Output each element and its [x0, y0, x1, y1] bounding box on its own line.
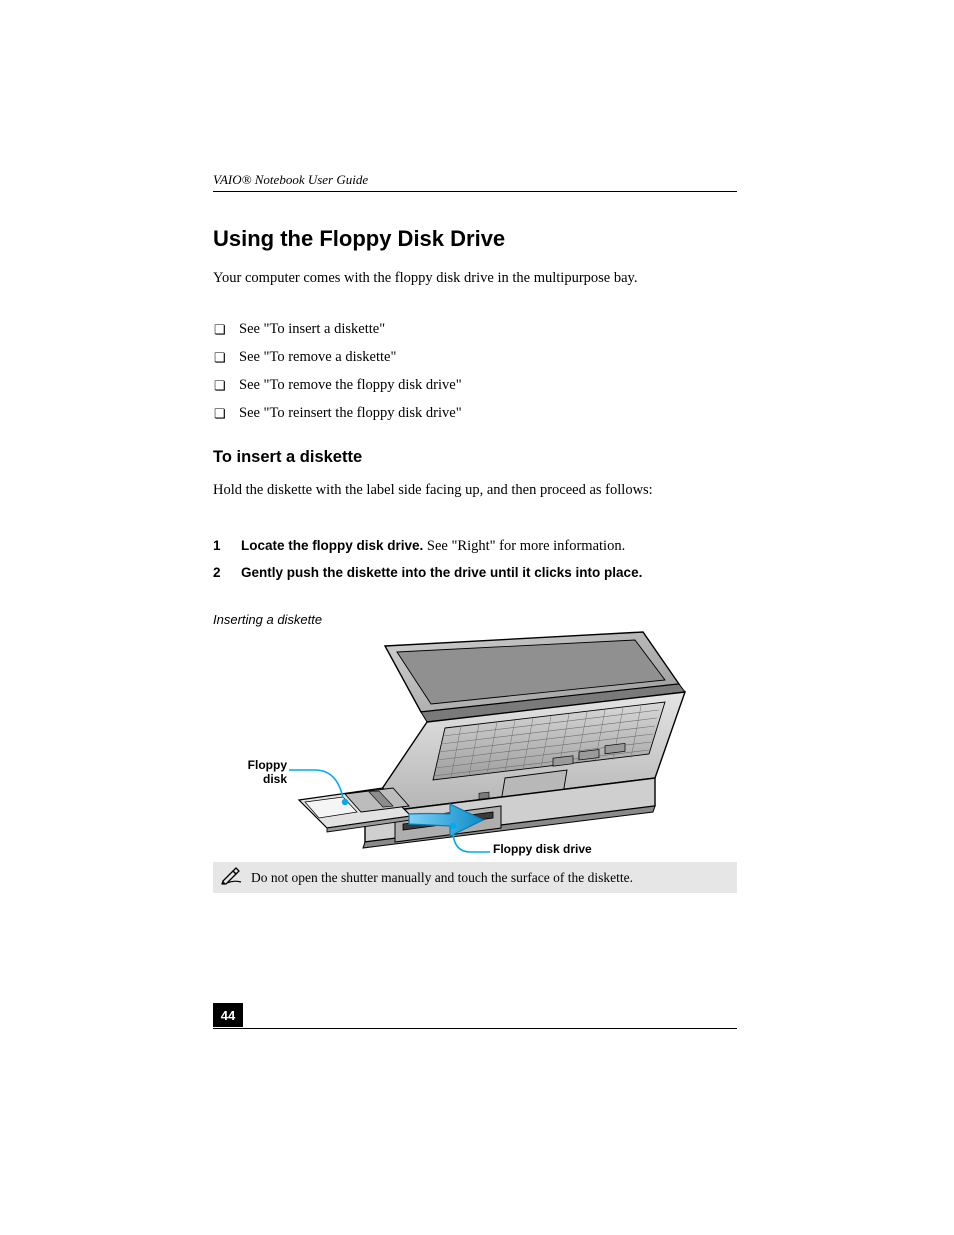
- figure-caption: Inserting a diskette: [213, 612, 322, 627]
- bullet-icon: ❏: [213, 375, 239, 396]
- section-title: Using the Floppy Disk Drive: [213, 226, 505, 252]
- subsection-title: To insert a diskette: [213, 448, 362, 467]
- bullet-text: See "To remove a diskette": [239, 347, 396, 368]
- bullet-icon: ❏: [213, 319, 239, 340]
- laptop-illustration-icon: [245, 628, 715, 856]
- pencil-note-icon: [221, 867, 243, 890]
- step-number: 1: [213, 535, 241, 556]
- step-number: 2: [213, 562, 241, 583]
- page-number-badge: 44: [213, 1003, 243, 1027]
- bullet-text: See "To insert a diskette": [239, 319, 385, 340]
- note-text: Do not open the shutter manually and tou…: [251, 870, 633, 885]
- running-head: VAIO® Notebook User Guide: [213, 172, 368, 188]
- bullet-icon: ❏: [213, 347, 239, 368]
- step-label: Locate the floppy disk drive.: [241, 538, 423, 553]
- step-item: 1 Locate the floppy disk drive. See "Rig…: [213, 535, 737, 557]
- step-item: 2 Gently push the diskette into the driv…: [213, 562, 737, 584]
- bullet-text: See "To remove the floppy disk drive": [239, 375, 462, 396]
- list-item: ❏ See "To insert a diskette": [213, 319, 737, 340]
- bullet-list: ❏ See "To insert a diskette" ❏ See "To r…: [213, 319, 737, 431]
- intro-paragraph: Your computer comes with the floppy disk…: [213, 268, 737, 289]
- list-item: ❏ See "To remove a diskette": [213, 347, 737, 368]
- page: VAIO® Notebook User Guide Using the Flop…: [0, 0, 954, 1235]
- footer-rule: [213, 1028, 737, 1029]
- callout-label-drive: Floppy disk drive: [493, 842, 592, 856]
- header-rule: [213, 191, 737, 192]
- subsection-lead: Hold the diskette with the label side fa…: [213, 480, 737, 501]
- list-item: ❏ See "To remove the floppy disk drive": [213, 375, 737, 396]
- note-box: Do not open the shutter manually and tou…: [213, 862, 737, 893]
- callout-label-disk: Floppy disk: [221, 758, 287, 786]
- list-item: ❏ See "To reinsert the floppy disk drive…: [213, 403, 737, 424]
- step-label: Gently push the diskette into the drive …: [241, 565, 642, 580]
- step-list: 1 Locate the floppy disk drive. See "Rig…: [213, 535, 737, 589]
- figure-inserting-diskette: Floppy disk Floppy disk drive: [245, 628, 715, 856]
- step-detail: See "Right" for more information.: [427, 538, 625, 554]
- bullet-icon: ❏: [213, 403, 239, 424]
- bullet-text: See "To reinsert the floppy disk drive": [239, 403, 462, 424]
